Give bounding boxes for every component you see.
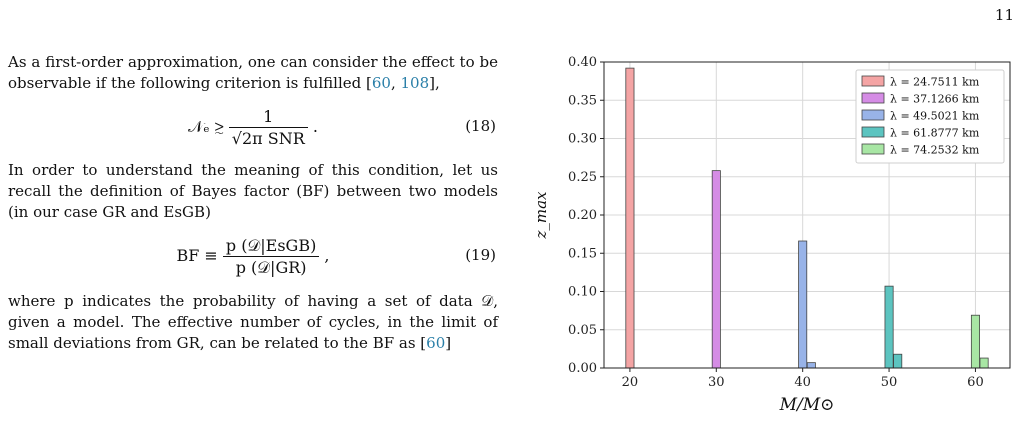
legend-swatch-5 (861, 143, 885, 155)
para3-end: ] (445, 334, 452, 352)
paragraph-2: In order to understand the meaning of th… (8, 161, 498, 221)
eq18-fraction: 1 √2π SNR (228, 106, 308, 149)
eq19-tail: , (319, 246, 330, 265)
bar-series-4 (884, 285, 894, 369)
legend-label-3: λ = 49.5021 km (890, 110, 980, 123)
y-axis-label: z_max (532, 191, 550, 240)
y-tick-label: 0.20 (568, 208, 597, 223)
bar-series-3 (806, 362, 816, 369)
eq18-numerator: 1 (228, 106, 308, 128)
paragraph-1: As a first-order approximation, one can … (8, 52, 498, 94)
legend-swatch-1 (861, 75, 885, 87)
eq19-numerator: p (𝒟|EsGB) (222, 235, 320, 257)
eq18-denominator: √2π SNR (231, 129, 305, 148)
legend-swatch-4 (861, 126, 885, 138)
equation-18: 𝒩ₑ ≳ 1 √2π SNR . (18) (8, 98, 498, 152)
eq19-number: (19) (465, 246, 496, 264)
y-tick-label: 0.30 (568, 132, 597, 147)
legend-box (855, 69, 1005, 164)
para1-end: ], (429, 74, 440, 92)
x-tick-label: 60 (967, 375, 984, 390)
paragraph-3: where p indicates the probability of hav… (8, 291, 498, 354)
y-tick-label: 0.10 (568, 285, 597, 300)
eq18-number: (18) (465, 117, 496, 135)
x-tick-label: 20 (622, 375, 639, 390)
eq19-denominator: p (𝒟|GR) (235, 258, 307, 277)
legend-label-2: λ = 37.1266 km (890, 93, 980, 106)
zmax-bar-chart: 20 30 40 50 60 0.00 0.05 0.10 0.15 0.20 0.25 0.30 0.… (532, 55, 1011, 415)
y-tick-label: 0.35 (568, 93, 597, 108)
legend-swatch-2 (861, 92, 885, 104)
citation-60[interactable]: 60 (371, 74, 391, 92)
eq19-fraction: p (𝒟|EsGB) p (𝒟|GR) (222, 235, 320, 278)
citation-60-b[interactable]: 60 (426, 334, 446, 352)
text-column: As a first-order approximation, one can … (8, 52, 498, 354)
para1-sep: , (390, 74, 401, 92)
bar-series-5 (979, 357, 989, 369)
bar-series-3 (798, 240, 808, 369)
legend-swatch-3 (861, 109, 885, 121)
x-axis-label: M/M⊙ (779, 395, 835, 415)
para3-text: where p indicates the probability of hav… (8, 292, 498, 352)
eq18-tail: . (307, 117, 318, 136)
legend-label-4: λ = 61.8777 km (890, 127, 980, 140)
x-tick-label: 30 (708, 375, 725, 390)
page-number: 11 (994, 6, 1014, 24)
y-tick-label: 0.40 (568, 55, 597, 70)
citation-108[interactable]: 108 (400, 74, 430, 92)
equation-19: BF ≡ p (𝒟|EsGB) p (𝒟|GR) , (19) (8, 227, 498, 281)
y-tick-label: 0.15 (568, 246, 597, 261)
bar-series-4 (893, 353, 903, 369)
y-tick-label: 0.00 (568, 361, 597, 376)
bar-series-5 (970, 314, 980, 369)
bar-series-1 (625, 67, 635, 369)
x-tick-label: 40 (794, 375, 811, 390)
legend-label-5: λ = 74.2532 km (890, 144, 980, 157)
para1-text: As a first-order approximation, one can … (8, 53, 498, 92)
bar-series-2 (711, 170, 721, 369)
x-tick-label: 50 (881, 375, 898, 390)
legend-label-1: λ = 24.7511 km (890, 76, 980, 89)
eq19-lhs: BF ≡ (176, 246, 223, 265)
y-tick-label: 0.25 (568, 170, 597, 185)
eq18-lhs: 𝒩ₑ ≳ (188, 117, 229, 136)
y-tick-label: 0.05 (568, 323, 597, 338)
